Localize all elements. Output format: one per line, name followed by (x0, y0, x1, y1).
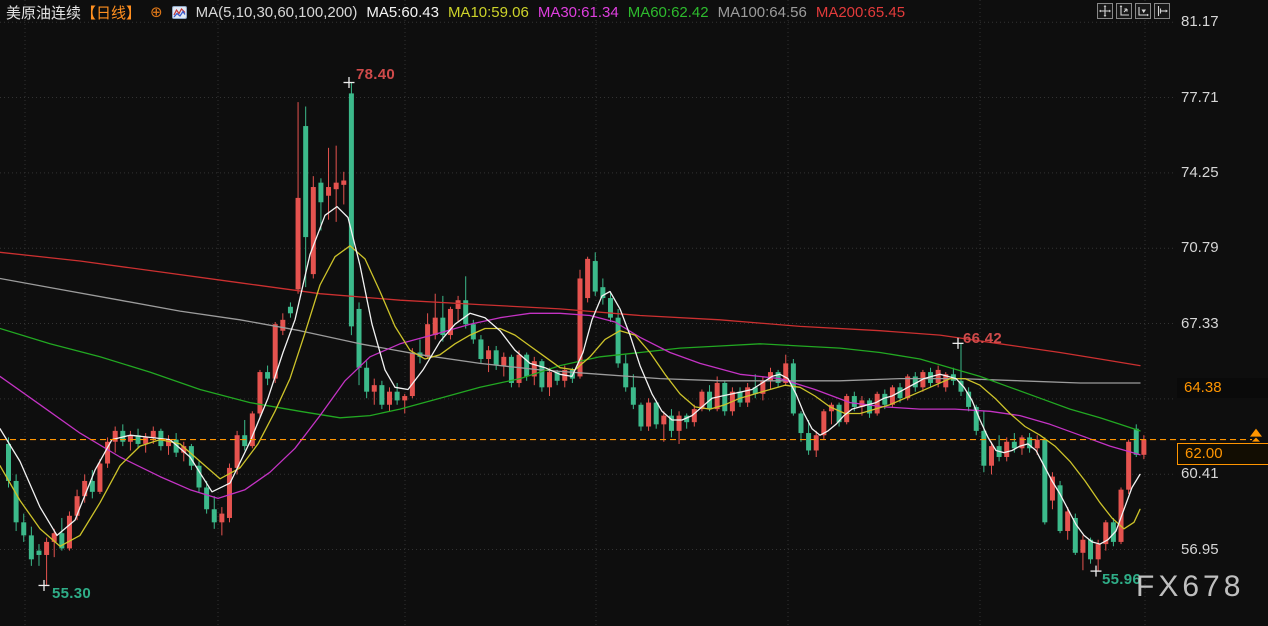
ma30-value: MA30:61.34 (537, 3, 619, 21)
recent-low-annotation: 55.96 (1102, 571, 1142, 588)
symbol-name: 美原油连续 (6, 4, 82, 22)
mini-chart-icon[interactable] (171, 5, 187, 19)
y-axis-label: 77.71 (1181, 88, 1219, 106)
y-axis-scale-icon[interactable] (1116, 3, 1132, 19)
timeframe-label: 【日线】 (81, 4, 142, 22)
chart-header: 美原油连续【日线】 ⊕ MA(5,10,30,60,100,200) MA5:6… (6, 2, 905, 22)
crosshair-icon[interactable] (1097, 3, 1113, 19)
high-price-annotation: 78.40 (356, 66, 396, 83)
last-price-badge: 62.00 (1177, 442, 1268, 465)
low-price-annotation: 55.30 (52, 585, 92, 602)
fx678-watermark: FX678 (1136, 570, 1245, 603)
ma60-value: MA60:62.42 (627, 3, 709, 21)
ma10-value: MA10:59.06 (447, 3, 529, 21)
symbol-title: 美原油连续【日线】 (6, 2, 141, 23)
ma100-value: MA100:64.56 (717, 3, 807, 21)
y-axis-label: 74.25 (1181, 163, 1219, 181)
y-axis-label: 70.79 (1181, 239, 1219, 257)
ma5-value: MA5:60.43 (366, 3, 439, 21)
y-axis-label: 67.33 (1181, 314, 1219, 332)
chart-toolbar (1097, 3, 1170, 19)
ma200-value: MA200:65.45 (815, 3, 906, 21)
ma-params-label: MA(5,10,30,60,100,200) (195, 3, 358, 21)
swing-high-annotation: 66.42 (963, 330, 1003, 347)
x-axis-scale-icon[interactable] (1135, 3, 1151, 19)
y-axis-label: 60.41 (1181, 465, 1219, 483)
y-axis-label: 81.17 (1181, 13, 1219, 31)
pop-out-icon[interactable] (1154, 3, 1170, 19)
circle-plus-icon[interactable]: ⊕ (150, 3, 163, 21)
y-axis-label: 56.95 (1181, 540, 1219, 558)
settlement-price-badge: 64.38 (1177, 377, 1268, 398)
